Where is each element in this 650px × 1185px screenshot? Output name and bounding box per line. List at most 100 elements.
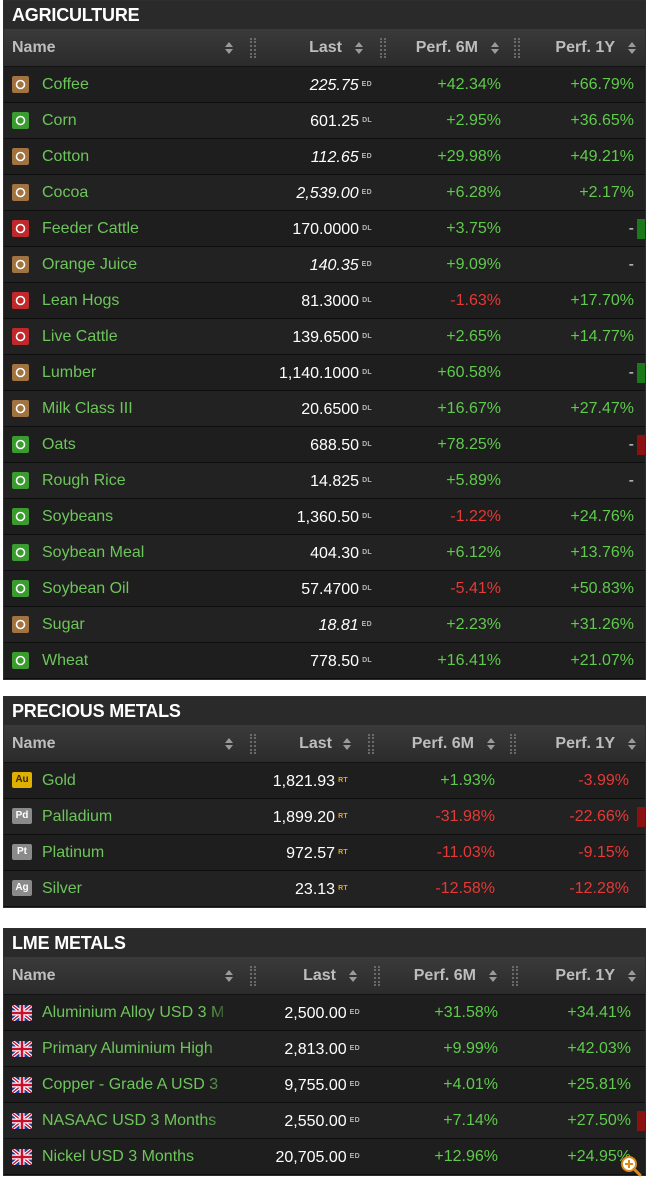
instrument-name[interactable]: Cotton — [42, 148, 90, 165]
table-row[interactable]: Feeder Cattle 170.0000 DL +3.75% - — [4, 211, 645, 247]
column-last[interactable]: Last — [260, 958, 366, 994]
last-price: 18.81 ED — [240, 607, 372, 642]
sort-icon[interactable] — [488, 958, 500, 994]
price-source-badge: RT — [338, 813, 348, 820]
instrument-name[interactable]: Lumber — [42, 364, 97, 381]
column-perf6m[interactable]: Perf. 6M — [390, 30, 508, 66]
instrument-name[interactable]: Silver — [42, 880, 83, 897]
instrument-name[interactable]: NASAAC USD 3 Months — [42, 1112, 217, 1129]
sort-icon[interactable] — [486, 726, 498, 762]
table-row[interactable]: Wheat 778.50 DL +16.41% +21.07% — [4, 643, 645, 679]
column-last[interactable]: Last — [260, 30, 372, 66]
column-name[interactable]: Name — [4, 726, 242, 762]
table-row[interactable]: NASAAC USD 3 Months 2,550.00 ED +7.14% +27.5… — [4, 1103, 645, 1139]
instrument-name[interactable]: Soybean Meal — [42, 544, 145, 561]
perf-1y: +14.77% — [570, 328, 634, 345]
instrument-name[interactable]: Orange Juice — [42, 256, 138, 273]
table-row[interactable]: Rough Rice 14.825 DL +5.89% - — [4, 463, 645, 499]
instrument-name[interactable]: Milk Class III — [42, 400, 133, 417]
table-row[interactable]: Lean Hogs 81.3000 DL -1.63% +17.70% — [4, 283, 645, 319]
table-row[interactable]: Lumber 1,140.1000 DL +60.58% - — [4, 355, 645, 391]
instrument-name[interactable]: Corn — [42, 112, 77, 129]
price-source-badge: ED — [361, 621, 372, 628]
instrument-name[interactable]: Oats — [42, 436, 76, 453]
instrument-name[interactable]: Nickel USD 3 Months — [42, 1148, 195, 1165]
column-resize-handle[interactable] — [510, 734, 516, 754]
table-row[interactable]: Soybean Oil 57.4700 DL -5.41% +50.83% — [4, 571, 645, 607]
perf-1y: +31.26% — [570, 616, 634, 633]
instrument-name[interactable]: Feeder Cattle — [42, 220, 139, 237]
column-resize-handle[interactable] — [512, 966, 518, 986]
sort-icon[interactable] — [490, 30, 502, 66]
last-price: 2,539.00 ED — [240, 175, 372, 210]
instrument-name[interactable]: Aluminium Alloy USD 3 M — [42, 1004, 225, 1021]
instrument-name[interactable]: Primary Aluminium High — [42, 1040, 213, 1057]
sort-icon[interactable] — [224, 30, 236, 66]
table-row[interactable]: Au Gold 1,821.93 RT +1.93% -3.99% — [4, 763, 645, 799]
sort-icon[interactable] — [348, 958, 360, 994]
zoom-in-icon[interactable] — [620, 1155, 642, 1177]
sort-icon[interactable] — [224, 726, 236, 762]
column-perf6m[interactable]: Perf. 6M — [384, 958, 506, 994]
column-resize-handle[interactable] — [514, 38, 520, 58]
instrument-name[interactable]: Coffee — [42, 76, 89, 93]
column-resize-handle[interactable] — [250, 38, 256, 58]
column-perf1y[interactable]: Perf. 1Y — [524, 30, 645, 66]
instrument-name[interactable]: Wheat — [42, 652, 89, 669]
table-row[interactable]: Live Cattle 139.6500 DL +2.65% +14.77% — [4, 319, 645, 355]
agriculture-title: AGRICULTURE — [4, 1, 645, 30]
table-row[interactable]: Copper - Grade A USD 3 9,755.00 ED +4.01% +2… — [4, 1067, 645, 1103]
table-row[interactable]: Corn 601.25 DL +2.95% +36.65% — [4, 103, 645, 139]
table-row[interactable]: Soybeans 1,360.50 DL -1.22% +24.76% — [4, 499, 645, 535]
instrument-name[interactable]: Soybeans — [42, 508, 114, 525]
instrument-name[interactable]: Copper - Grade A USD 3 — [42, 1076, 219, 1093]
instrument-name[interactable]: Soybean Oil — [42, 580, 130, 597]
sort-icon[interactable] — [342, 726, 354, 762]
column-resize-handle[interactable] — [250, 734, 256, 754]
table-row[interactable]: Oats 688.50 DL +78.25% - — [4, 427, 645, 463]
last-price: 1,360.50 DL — [240, 499, 372, 534]
column-resize-handle[interactable] — [380, 38, 386, 58]
table-row[interactable]: Nickel USD 3 Months 20,705.00 ED +12.96% +24… — [4, 1139, 645, 1175]
column-resize-handle[interactable] — [250, 966, 256, 986]
table-row[interactable]: Pd Palladium 1,899.20 RT -31.98% -22.66% — [4, 799, 645, 835]
column-perf1y[interactable]: Perf. 1Y — [520, 726, 645, 762]
instrument-name[interactable]: Cocoa — [42, 184, 89, 201]
sort-icon[interactable] — [627, 726, 639, 762]
table-row[interactable]: Orange Juice 140.35 ED +9.09% - — [4, 247, 645, 283]
instrument-name[interactable]: Sugar — [42, 616, 85, 633]
table-row[interactable]: Cotton 112.65 ED +29.98% +49.21% — [4, 139, 645, 175]
sort-icon[interactable] — [354, 30, 366, 66]
sort-icon[interactable] — [627, 958, 639, 994]
column-resize-handle[interactable] — [374, 966, 380, 986]
table-row[interactable]: Milk Class III 20.6500 DL +16.67% +27.47% — [4, 391, 645, 427]
perf-6m: +2.95% — [446, 112, 501, 129]
column-resize-handle[interactable] — [368, 734, 374, 754]
column-perf6m[interactable]: Perf. 6M — [378, 726, 504, 762]
table-row[interactable]: Coffee 225.75 ED +42.34% +66.79% — [4, 67, 645, 103]
column-perf1y[interactable]: Perf. 1Y — [522, 958, 645, 994]
table-row[interactable]: Aluminium Alloy USD 3 M 2,500.00 ED +31.58%… — [4, 995, 645, 1031]
column-name[interactable]: Name — [4, 958, 242, 994]
table-row[interactable]: Cocoa 2,539.00 ED +6.28% +2.17% — [4, 175, 645, 211]
instrument-name[interactable]: Lean Hogs — [42, 292, 120, 309]
agriculture-header: Name Last Perf. 6M Perf. 1Y — [4, 30, 645, 67]
column-last[interactable]: Last — [260, 726, 360, 762]
table-row[interactable]: Primary Aluminium High 2,813.00 ED +9.99% +4… — [4, 1031, 645, 1067]
column-name[interactable]: Name — [4, 30, 242, 66]
table-row[interactable]: Sugar 18.81 ED +2.23% +31.26% — [4, 607, 645, 643]
sort-icon[interactable] — [224, 958, 236, 994]
instrument-name[interactable]: Platinum — [42, 844, 105, 861]
instrument-name[interactable]: Palladium — [42, 808, 113, 825]
sort-icon[interactable] — [627, 30, 639, 66]
table-row[interactable]: Ag Silver 23.13 RT -12.58% -12.28% — [4, 871, 645, 907]
instrument-name[interactable]: Rough Rice — [42, 472, 126, 489]
perf-6m: -31.98% — [435, 808, 495, 825]
table-row[interactable]: Soybean Meal 404.30 DL +6.12% +13.76% — [4, 535, 645, 571]
hog-icon — [12, 292, 29, 309]
instrument-name[interactable]: Gold — [42, 772, 76, 789]
table-row[interactable]: Pt Platinum 972.57 RT -11.03% -9.15% — [4, 835, 645, 871]
last-price: 778.50 DL — [240, 643, 372, 678]
instrument-name[interactable]: Live Cattle — [42, 328, 118, 345]
last-price-value: 1,899.20 — [272, 809, 336, 826]
